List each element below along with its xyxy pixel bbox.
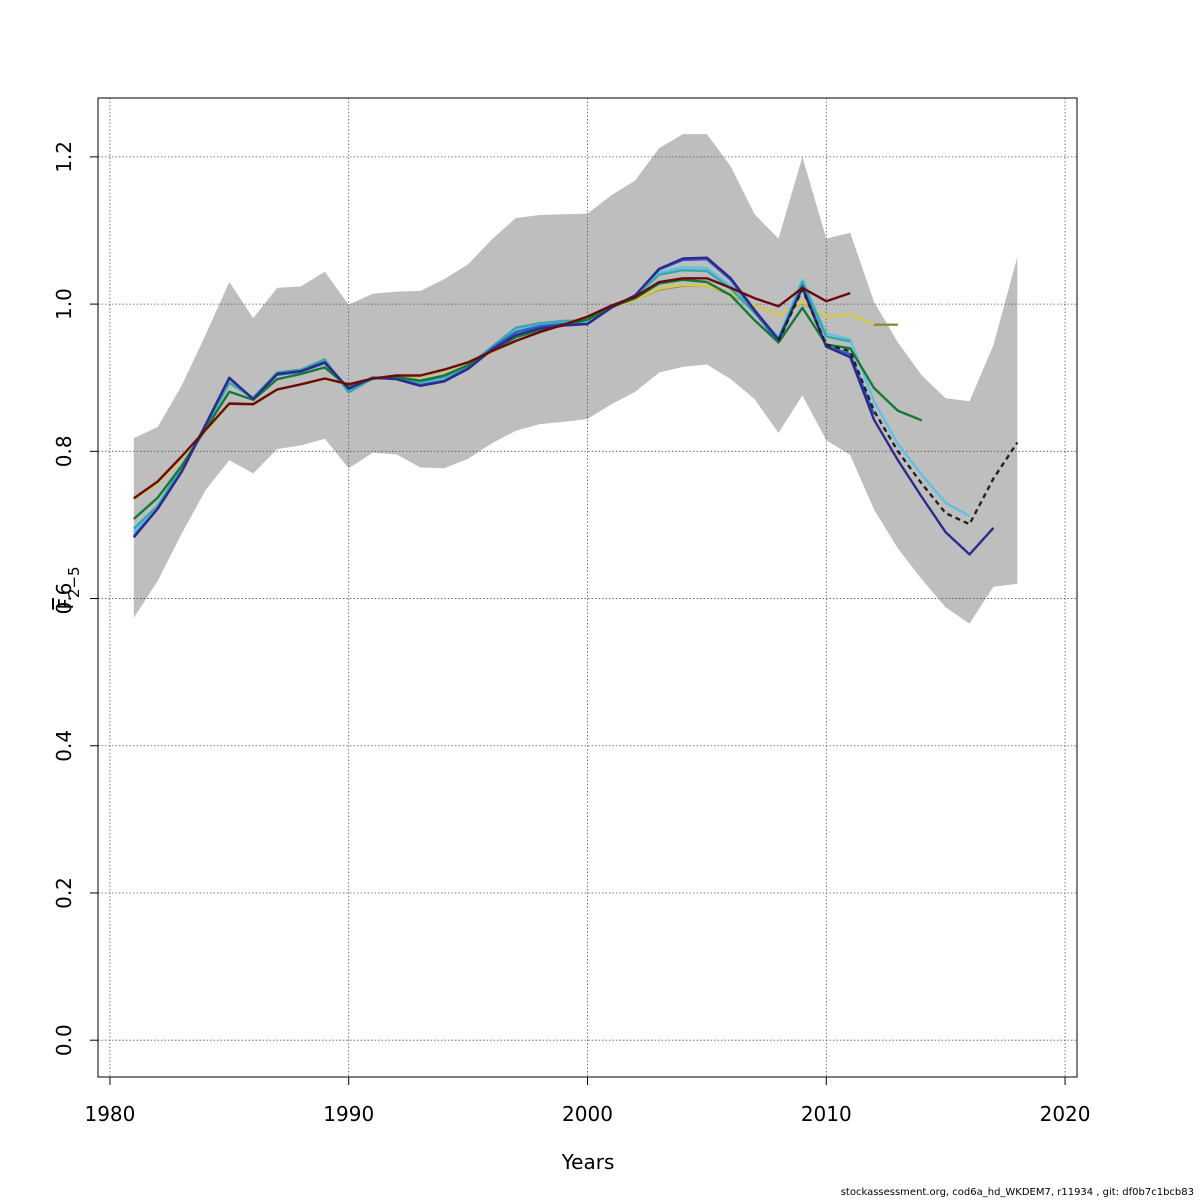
- y-tick-label: 0.0: [52, 1024, 76, 1056]
- footer-credit: stockassessment.org, cod6a_hd_WKDEM7, r1…: [840, 1187, 1194, 1198]
- y-tick-label: 0.2: [52, 877, 76, 909]
- series-line-6: [133, 278, 923, 520]
- y-axis-title-main: F: [54, 598, 78, 610]
- y-axis: 0.0 0.2 0.4 0.6 0.8 1.0 1.2: [52, 141, 99, 1056]
- confidence-band: [133, 134, 1018, 624]
- y-axis-title-subscript: 2−5: [65, 566, 83, 598]
- x-axis: 1980 1990 2000 2010 2020: [84, 1076, 1091, 1126]
- series-line-8: [777, 288, 1019, 526]
- x-axis-title: Years: [561, 1150, 615, 1174]
- x-tick-label: 2000: [562, 1102, 613, 1126]
- series-layer: [132, 256, 1019, 556]
- y-tick-label: 0.8: [52, 435, 76, 467]
- x-tick-label: 1990: [323, 1102, 374, 1126]
- y-tick-label: 1.0: [52, 288, 76, 320]
- y-axis-title: F2−5: [54, 566, 83, 609]
- svg-text:F2−5: F2−5: [54, 566, 83, 609]
- confidence-band-layer: [133, 134, 1018, 624]
- x-tick-label: 2020: [1040, 1102, 1091, 1126]
- y-tick-label: 0.6: [52, 583, 76, 615]
- y-tick-label: 0.4: [52, 730, 76, 762]
- series-line-9: [133, 277, 851, 500]
- grid-layer: [98, 98, 1077, 1077]
- y-tick-label: 1.2: [52, 141, 76, 173]
- x-tick-label: 2010: [801, 1102, 852, 1126]
- x-tick-label: 1980: [84, 1102, 135, 1126]
